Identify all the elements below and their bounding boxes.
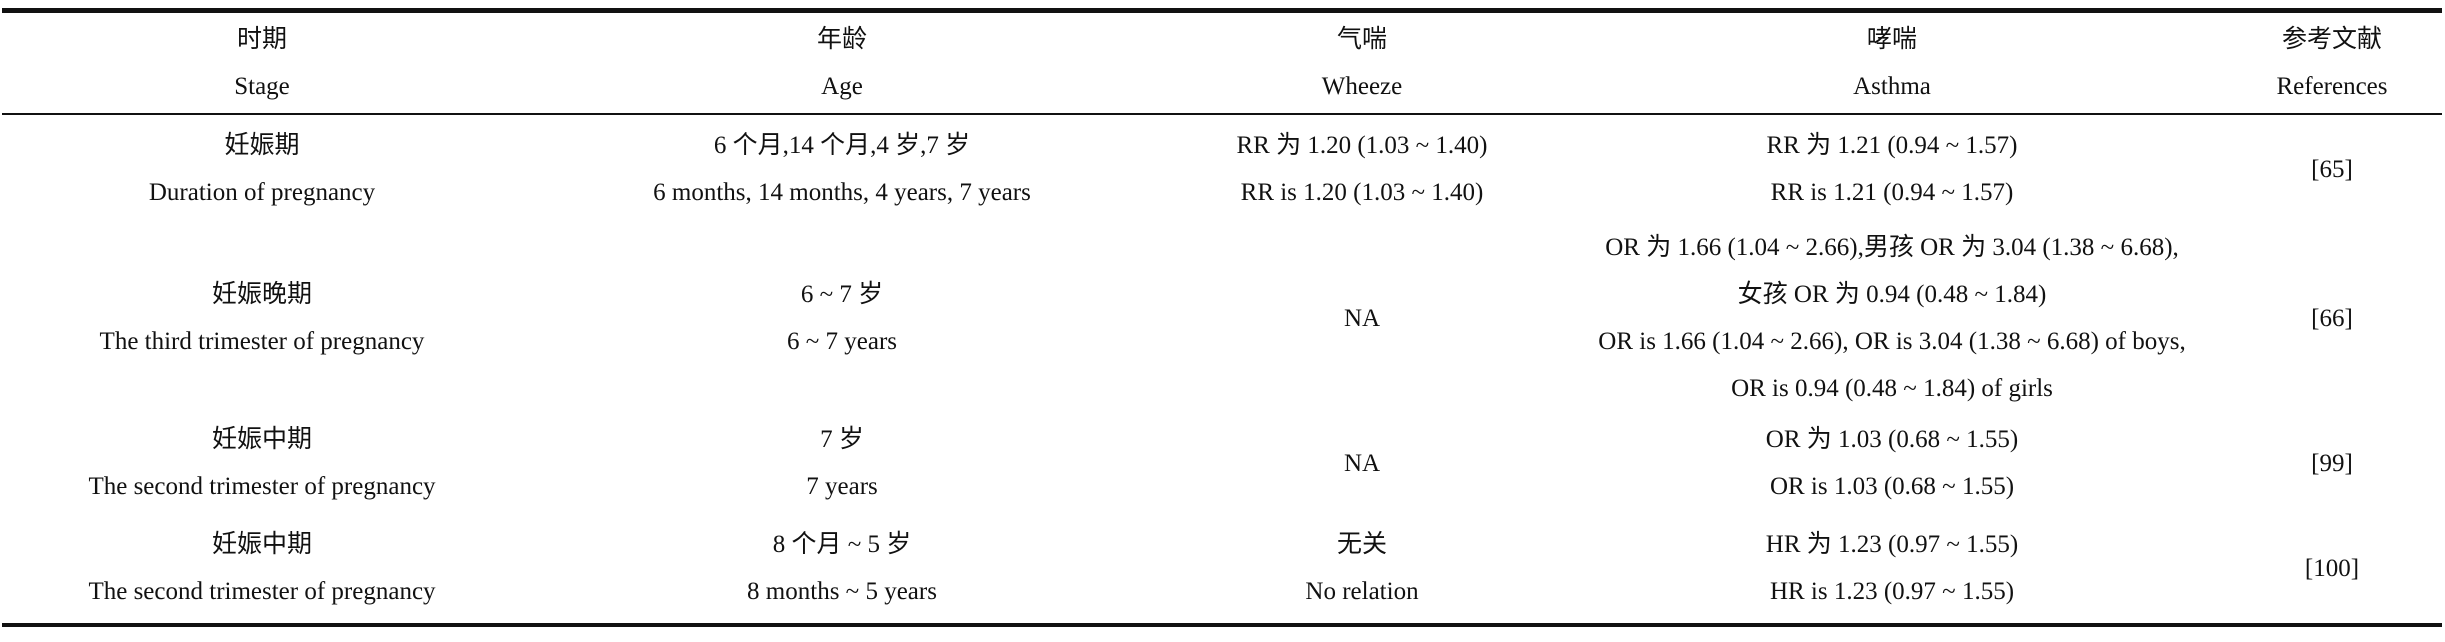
wheeze-text: NA <box>1343 449 1381 477</box>
data-table-container: 时期 Stage 年龄 Age 气喘 Wheeze 哮喘 Asthma 参考文献… <box>2 8 2442 627</box>
wheeze-text: NA <box>1343 304 1381 332</box>
stage-cell: 妊娠期 Duration of pregnancy <box>2 114 522 223</box>
wheeze-cell: 无关 No relation <box>1162 513 1562 627</box>
age-en: 7 years <box>806 473 878 500</box>
age-en: 6 ~ 7 years <box>786 328 898 355</box>
header-row: 时期 Stage 年龄 Age 气喘 Wheeze 哮喘 Asthma 参考文献… <box>2 8 2442 115</box>
asthma-line: OR 为 1.66 (1.04 ~ 2.66),男孩 OR 为 3.04 (1.… <box>1605 234 2179 261</box>
header-age-zh: 年龄 <box>816 26 867 53</box>
asthma-line: OR is 1.66 (1.04 ~ 2.66), OR is 3.04 (1.… <box>1598 328 2186 355</box>
asthma-line: OR is 0.94 (0.48 ~ 1.84) of girls <box>1731 375 2053 402</box>
age-cell: 7 岁 7 years <box>522 413 1162 513</box>
asthma-cell: OR 为 1.03 (0.68 ~ 1.55) OR is 1.03 (0.68… <box>1562 413 2222 513</box>
header-age-en: Age <box>821 73 863 100</box>
age-cell: 8 个月 ~ 5 岁 8 months ~ 5 years <box>522 513 1162 627</box>
data-table: 时期 Stage 年龄 Age 气喘 Wheeze 哮喘 Asthma 参考文献… <box>2 8 2442 627</box>
wheeze-cell: NA <box>1162 413 1562 513</box>
header-ref-zh: 参考文献 <box>2281 26 2382 53</box>
header-age: 年龄 Age <box>522 8 1162 115</box>
reference-cell: [66] <box>2222 223 2442 413</box>
header-wheeze: 气喘 Wheeze <box>1162 8 1562 115</box>
stage-cell: 妊娠晚期 The third trimester of pregnancy <box>2 223 522 413</box>
age-en: 6 months, 14 months, 4 years, 7 years <box>653 179 1031 206</box>
table-row: 妊娠中期 The second trimester of pregnancy 8… <box>2 513 2442 627</box>
age-zh: 8 个月 ~ 5 岁 <box>772 531 912 558</box>
header-references: 参考文献 References <box>2222 8 2442 115</box>
stage-en: The third trimester of pregnancy <box>99 328 425 355</box>
table-row: 妊娠期 Duration of pregnancy 6 个月,14 个月,4 岁… <box>2 114 2442 223</box>
asthma-line: RR 为 1.21 (0.94 ~ 1.57) <box>1766 132 2018 159</box>
table-row: 妊娠晚期 The third trimester of pregnancy 6 … <box>2 223 2442 413</box>
asthma-line: HR 为 1.23 (0.97 ~ 1.55) <box>1765 531 2019 558</box>
header-asthma: 哮喘 Asthma <box>1562 8 2222 115</box>
header-asthma-zh: 哮喘 <box>1866 26 1917 53</box>
wheeze-en: RR is 1.20 (1.03 ~ 1.40) <box>1240 179 1484 206</box>
header-stage-en: Stage <box>234 73 290 100</box>
wheeze-zh: 无关 <box>1336 531 1387 558</box>
reference-cell: [65] <box>2222 114 2442 223</box>
header-stage-zh: 时期 <box>236 26 287 53</box>
age-en: 8 months ~ 5 years <box>747 578 937 605</box>
header-wheeze-zh: 气喘 <box>1336 26 1387 53</box>
age-zh: 6 个月,14 个月,4 岁,7 岁 <box>713 132 971 159</box>
header-ref-en: References <box>2276 73 2388 100</box>
stage-en: The second trimester of pregnancy <box>88 473 436 500</box>
stage-zh: 妊娠期 <box>224 132 300 159</box>
asthma-line: RR is 1.21 (0.94 ~ 1.57) <box>1770 179 2014 206</box>
reference-text: [99] <box>2311 449 2353 477</box>
stage-zh: 妊娠晚期 <box>211 281 312 308</box>
wheeze-en: No relation <box>1305 578 1419 605</box>
stage-zh: 妊娠中期 <box>211 531 312 558</box>
header-wheeze-en: Wheeze <box>1321 73 1403 100</box>
age-zh: 6 ~ 7 岁 <box>800 281 884 308</box>
reference-cell: [99] <box>2222 413 2442 513</box>
age-cell: 6 个月,14 个月,4 岁,7 岁 6 months, 14 months, … <box>522 114 1162 223</box>
age-cell: 6 ~ 7 岁 6 ~ 7 years <box>522 223 1162 413</box>
asthma-line: HR is 1.23 (0.97 ~ 1.55) <box>1769 578 2015 605</box>
asthma-line: OR 为 1.03 (0.68 ~ 1.55) <box>1765 426 2019 453</box>
asthma-line: 女孩 OR 为 0.94 (0.48 ~ 1.84) <box>1737 281 2047 308</box>
age-zh: 7 岁 <box>820 426 864 453</box>
asthma-cell: HR 为 1.23 (0.97 ~ 1.55) HR is 1.23 (0.97… <box>1562 513 2222 627</box>
reference-text: [100] <box>2304 554 2360 582</box>
stage-cell: 妊娠中期 The second trimester of pregnancy <box>2 413 522 513</box>
reference-cell: [100] <box>2222 513 2442 627</box>
reference-text: [66] <box>2311 304 2353 332</box>
table-row: 妊娠中期 The second trimester of pregnancy 7… <box>2 413 2442 513</box>
header-stage: 时期 Stage <box>2 8 522 115</box>
wheeze-zh: RR 为 1.20 (1.03 ~ 1.40) <box>1236 132 1488 159</box>
wheeze-cell: RR 为 1.20 (1.03 ~ 1.40) RR is 1.20 (1.03… <box>1162 114 1562 223</box>
table-header: 时期 Stage 年龄 Age 气喘 Wheeze 哮喘 Asthma 参考文献… <box>2 8 2442 115</box>
stage-cell: 妊娠中期 The second trimester of pregnancy <box>2 513 522 627</box>
reference-text: [65] <box>2311 155 2353 183</box>
asthma-cell: OR 为 1.66 (1.04 ~ 2.66),男孩 OR 为 3.04 (1.… <box>1562 223 2222 413</box>
table-body: 妊娠期 Duration of pregnancy 6 个月,14 个月,4 岁… <box>2 114 2442 627</box>
stage-en: Duration of pregnancy <box>148 179 376 206</box>
asthma-cell: RR 为 1.21 (0.94 ~ 1.57) RR is 1.21 (0.94… <box>1562 114 2222 223</box>
wheeze-cell: NA <box>1162 223 1562 413</box>
header-asthma-en: Asthma <box>1853 73 1931 100</box>
asthma-line: OR is 1.03 (0.68 ~ 1.55) <box>1769 473 2015 500</box>
stage-zh: 妊娠中期 <box>211 426 312 453</box>
stage-en: The second trimester of pregnancy <box>88 578 436 605</box>
